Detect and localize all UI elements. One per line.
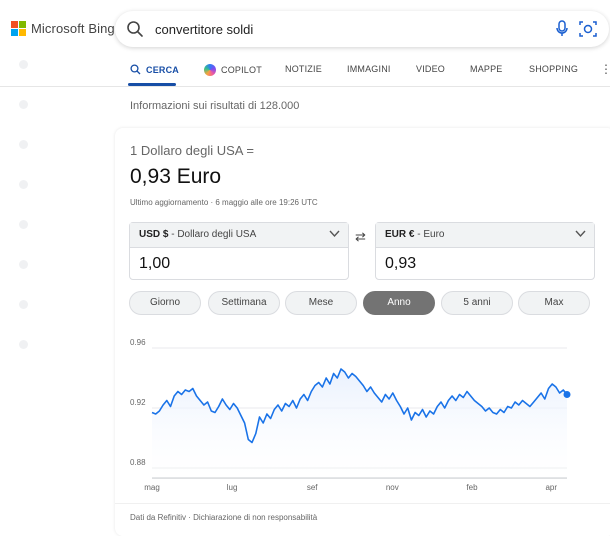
rail-icon[interactable] — [19, 260, 28, 269]
chevron-down-icon — [575, 230, 586, 238]
rail-icon[interactable] — [19, 100, 28, 109]
period-button-settimana[interactable]: Settimana — [208, 291, 280, 315]
active-tab-indicator — [128, 83, 176, 86]
search-icon[interactable] — [126, 20, 144, 38]
brand-name: Microsoft Bing — [31, 21, 115, 36]
y-tick-label: 0.88 — [130, 458, 146, 467]
last-updated: Ultimo aggiornamento · 6 maggio alle ore… — [130, 198, 318, 207]
period-selector: Giorno Settimana Mese Anno 5 anni Max — [129, 291, 599, 315]
current-value-dot — [563, 391, 571, 398]
y-tick-label: 0.96 — [130, 338, 146, 347]
chevron-down-icon — [329, 230, 340, 238]
converter-subtitle: 1 Dollaro degli USA = — [130, 143, 254, 158]
x-tick-label: nov — [386, 483, 399, 492]
search-tabs: CERCA COPILOT NOTIZIE IMMAGINI VIDEO MAP… — [0, 56, 610, 87]
bing-logo[interactable]: Microsoft Bing — [11, 21, 115, 36]
x-tick-label: feb — [466, 483, 478, 492]
from-currency-label: USD $ - Dollaro degli USA — [139, 229, 257, 240]
tab-video[interactable]: VIDEO — [416, 64, 446, 74]
rail-icon[interactable] — [19, 300, 28, 309]
rail-icon[interactable] — [19, 220, 28, 229]
to-currency-select[interactable]: EUR € - Euro — [376, 223, 594, 248]
search-input[interactable]: convertitore soldi — [155, 22, 254, 37]
period-button-5-anni[interactable]: 5 anni — [441, 291, 513, 315]
tab-immagini[interactable]: IMMAGINI — [347, 64, 391, 74]
rail-icon[interactable] — [19, 180, 28, 189]
rail-icon[interactable] — [19, 140, 28, 149]
search-icon — [130, 64, 141, 75]
to-currency-box: EUR € - Euro 0,93 — [375, 222, 595, 280]
visual-search-icon[interactable] — [579, 20, 597, 38]
divider — [115, 503, 610, 504]
x-tick-label: apr — [545, 483, 557, 492]
period-button-mese[interactable]: Mese — [285, 291, 357, 315]
to-currency-label: EUR € - Euro — [385, 229, 445, 240]
results-count: Informazioni sui risultati di 128.000 — [130, 100, 300, 112]
header: Microsoft Bing convertitore soldi — [0, 0, 610, 56]
from-amount-input[interactable]: 1,00 — [139, 255, 171, 272]
tab-cerca[interactable]: CERCA — [130, 64, 179, 75]
y-tick-label: 0.92 — [130, 398, 146, 407]
period-button-max[interactable]: Max — [518, 291, 590, 315]
copilot-icon — [204, 64, 216, 76]
data-source-footer[interactable]: Dati da Refinitiv · Dichiarazione di non… — [130, 513, 318, 522]
tab-shopping[interactable]: SHOPPING — [529, 64, 579, 74]
rail-icon[interactable] — [19, 340, 28, 349]
currency-converter-card: 1 Dollaro degli USA = 0,93 Euro Ultimo a… — [115, 128, 610, 536]
period-button-giorno[interactable]: Giorno — [129, 291, 201, 315]
microphone-icon[interactable] — [555, 20, 569, 38]
x-tick-label: sef — [307, 483, 318, 492]
x-tick-label: mag — [144, 483, 160, 492]
left-rail — [0, 56, 60, 536]
tab-copilot[interactable]: COPILOT — [204, 64, 262, 76]
exchange-rate-chart: 0.96 0.92 0.88 mag lug sef nov feb apr — [130, 338, 571, 492]
more-options-icon[interactable]: ⋮ — [600, 62, 610, 76]
swap-arrows-icon[interactable]: ⇄ — [355, 229, 366, 244]
converted-rate: 0,93 Euro — [130, 165, 222, 188]
rail-icon[interactable] — [19, 60, 28, 69]
tab-mappe[interactable]: MAPPE — [470, 64, 503, 74]
from-currency-box: USD $ - Dollaro degli USA 1,00 — [129, 222, 349, 280]
tab-notizie[interactable]: NOTIZIE — [285, 64, 322, 74]
period-button-anno[interactable]: Anno — [363, 291, 435, 315]
from-currency-select[interactable]: USD $ - Dollaro degli USA — [130, 223, 348, 248]
x-tick-label: lug — [227, 483, 238, 492]
to-amount-input[interactable]: 0,93 — [385, 255, 417, 272]
microsoft-logo-icon — [11, 21, 26, 36]
series-line — [151, 368, 568, 444]
search-bar[interactable]: convertitore soldi — [115, 11, 609, 47]
area-fill — [152, 369, 567, 478]
